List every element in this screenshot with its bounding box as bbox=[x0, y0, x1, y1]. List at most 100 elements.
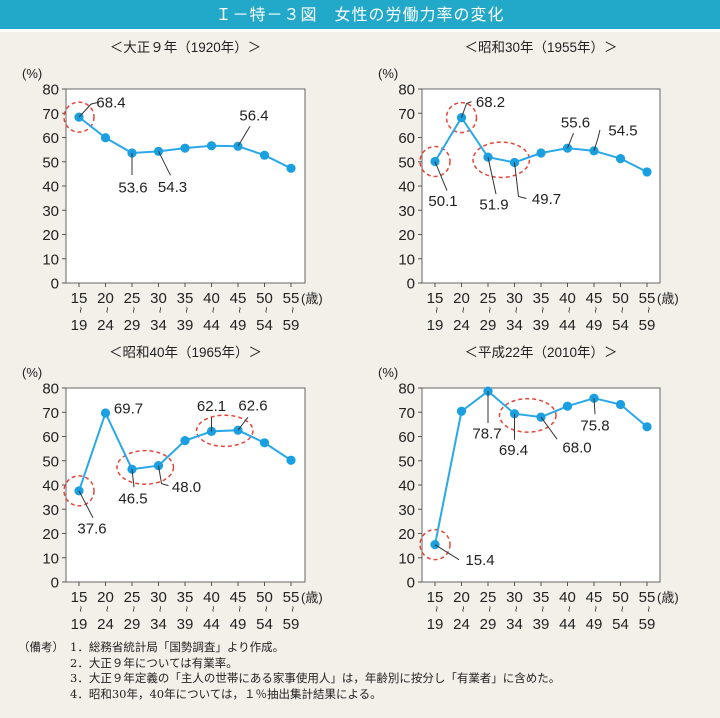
x-tick-label: 49 bbox=[230, 317, 247, 334]
x-tick-label: 39 bbox=[177, 616, 194, 633]
data-label: 56.4 bbox=[239, 108, 268, 125]
x-tick-label: 35 bbox=[177, 589, 194, 606]
data-label: 68.0 bbox=[562, 440, 591, 457]
highlight-ellipse bbox=[116, 449, 175, 485]
x-tick-label: 15 bbox=[427, 589, 444, 606]
leader-line bbox=[567, 132, 574, 149]
x-tick-label: 24 bbox=[453, 616, 470, 633]
data-label: 48.0 bbox=[172, 479, 201, 496]
y-tick-label: 80 bbox=[42, 381, 59, 398]
x-tick-label-tilde: ~ bbox=[74, 606, 86, 612]
x-tick-label-tilde: ~ bbox=[286, 606, 298, 612]
leader-line bbox=[514, 162, 527, 199]
y-axis-unit: (%) bbox=[22, 365, 42, 380]
y-tick-label: 40 bbox=[398, 478, 415, 495]
x-tick-label: 19 bbox=[427, 317, 444, 334]
x-tick-label: 45 bbox=[586, 290, 603, 307]
x-tick-label: 19 bbox=[71, 317, 88, 334]
y-tick-label: 0 bbox=[51, 276, 59, 293]
x-tick-label: 59 bbox=[283, 616, 300, 633]
y-tick-label: 40 bbox=[398, 179, 415, 196]
data-label: 62.1 bbox=[197, 398, 226, 415]
y-tick-label: 50 bbox=[42, 453, 59, 470]
data-point bbox=[536, 148, 546, 158]
x-tick-label-tilde: ~ bbox=[483, 307, 495, 313]
x-tick-label-tilde: ~ bbox=[536, 606, 548, 612]
title-divider bbox=[0, 29, 720, 32]
data-point bbox=[100, 133, 111, 143]
x-tick-label: 55 bbox=[639, 290, 656, 307]
x-tick-label: 54 bbox=[612, 616, 629, 633]
data-point bbox=[100, 408, 111, 418]
y-axis-unit: (%) bbox=[378, 66, 398, 81]
y-tick-label: 70 bbox=[42, 405, 59, 422]
y-tick-label: 40 bbox=[42, 478, 59, 495]
line-chart-2: ＜昭和30年（1955年）＞(%)0102030405060708015~192… bbox=[378, 40, 679, 334]
x-tick-label: 15 bbox=[71, 290, 88, 307]
data-label: 78.7 bbox=[472, 426, 501, 443]
leader-line bbox=[461, 101, 472, 118]
x-tick-label: 45 bbox=[586, 589, 603, 606]
data-label: 55.6 bbox=[561, 115, 590, 132]
highlight-ellipse bbox=[63, 101, 95, 133]
notes-head: （備考） bbox=[18, 640, 64, 654]
notes: （備考） 1．総務省統計局「国勢調査」より作成。 2．大正９年については有業率。 … bbox=[18, 640, 560, 702]
x-tick-label-tilde: ~ bbox=[430, 307, 442, 313]
x-axis-unit: (歳) bbox=[301, 291, 323, 306]
figure-title: Ｉ－特－３図 女性の労働力率の変化 bbox=[0, 0, 720, 29]
y-tick-label: 10 bbox=[42, 251, 59, 268]
highlight-ellipse bbox=[445, 101, 478, 134]
data-point bbox=[153, 146, 164, 156]
y-tick-label: 0 bbox=[407, 575, 415, 592]
x-tick-label: 44 bbox=[559, 317, 576, 334]
y-tick-label: 20 bbox=[42, 526, 59, 543]
x-tick-label: 24 bbox=[97, 317, 114, 334]
x-tick-label-tilde: ~ bbox=[260, 307, 272, 313]
y-tick-label: 40 bbox=[42, 179, 59, 196]
data-label: 75.8 bbox=[580, 418, 609, 435]
x-tick-label: 54 bbox=[612, 317, 629, 334]
x-tick-label: 24 bbox=[453, 317, 470, 334]
data-point bbox=[259, 438, 270, 448]
chart-title: ＜平成22年（2010年）＞ bbox=[464, 345, 617, 360]
note-item: 2．大正９年については有業率。 bbox=[70, 655, 238, 670]
x-tick-label-tilde: ~ bbox=[563, 606, 575, 612]
data-label: 54.3 bbox=[158, 179, 187, 196]
x-tick-label-tilde: ~ bbox=[207, 307, 219, 313]
y-tick-label: 60 bbox=[398, 429, 415, 446]
x-tick-label: 34 bbox=[506, 616, 523, 633]
data-point bbox=[180, 143, 190, 153]
x-tick-label-tilde: ~ bbox=[207, 606, 219, 612]
data-point bbox=[180, 436, 190, 446]
x-tick-label-tilde: ~ bbox=[616, 307, 628, 313]
x-tick-label-tilde: ~ bbox=[286, 307, 298, 313]
x-tick-label: 45 bbox=[230, 589, 247, 606]
chart-title: ＜昭和30年（1955年）＞ bbox=[464, 40, 617, 55]
data-label: 49.7 bbox=[532, 191, 561, 208]
line-chart-1: ＜大正９年（1920年）＞(%)0102030405060708015~1920… bbox=[22, 40, 323, 334]
x-tick-label: 54 bbox=[256, 616, 273, 633]
x-tick-label-tilde: ~ bbox=[589, 606, 601, 612]
y-tick-label: 70 bbox=[42, 106, 59, 123]
x-tick-label-tilde: ~ bbox=[180, 606, 192, 612]
data-label: 15.4 bbox=[465, 552, 494, 569]
x-tick-label: 44 bbox=[203, 317, 220, 334]
plot-area bbox=[65, 387, 306, 583]
y-tick-label: 70 bbox=[398, 106, 415, 123]
x-tick-label: 15 bbox=[71, 589, 88, 606]
x-tick-label-tilde: ~ bbox=[563, 307, 575, 313]
data-point bbox=[286, 455, 296, 465]
data-point bbox=[127, 148, 137, 158]
x-tick-label: 29 bbox=[124, 616, 141, 633]
x-tick-label-tilde: ~ bbox=[430, 606, 442, 612]
x-tick-label-tilde: ~ bbox=[154, 307, 166, 313]
highlight-ellipse bbox=[195, 414, 254, 448]
chart-title: ＜昭和40年（1965年）＞ bbox=[109, 345, 262, 360]
data-point bbox=[509, 157, 520, 168]
x-tick-label: 55 bbox=[283, 589, 300, 606]
leader-line bbox=[78, 490, 94, 519]
note-row: 3．大正９年定義の「主人の世帯にある家事使用人」は，年齢別に按分し「有業者」に含… bbox=[18, 671, 560, 687]
highlight-ellipse bbox=[63, 475, 95, 507]
y-tick-label: 10 bbox=[398, 251, 415, 268]
chart-title: ＜大正９年（1920年）＞ bbox=[110, 40, 262, 55]
